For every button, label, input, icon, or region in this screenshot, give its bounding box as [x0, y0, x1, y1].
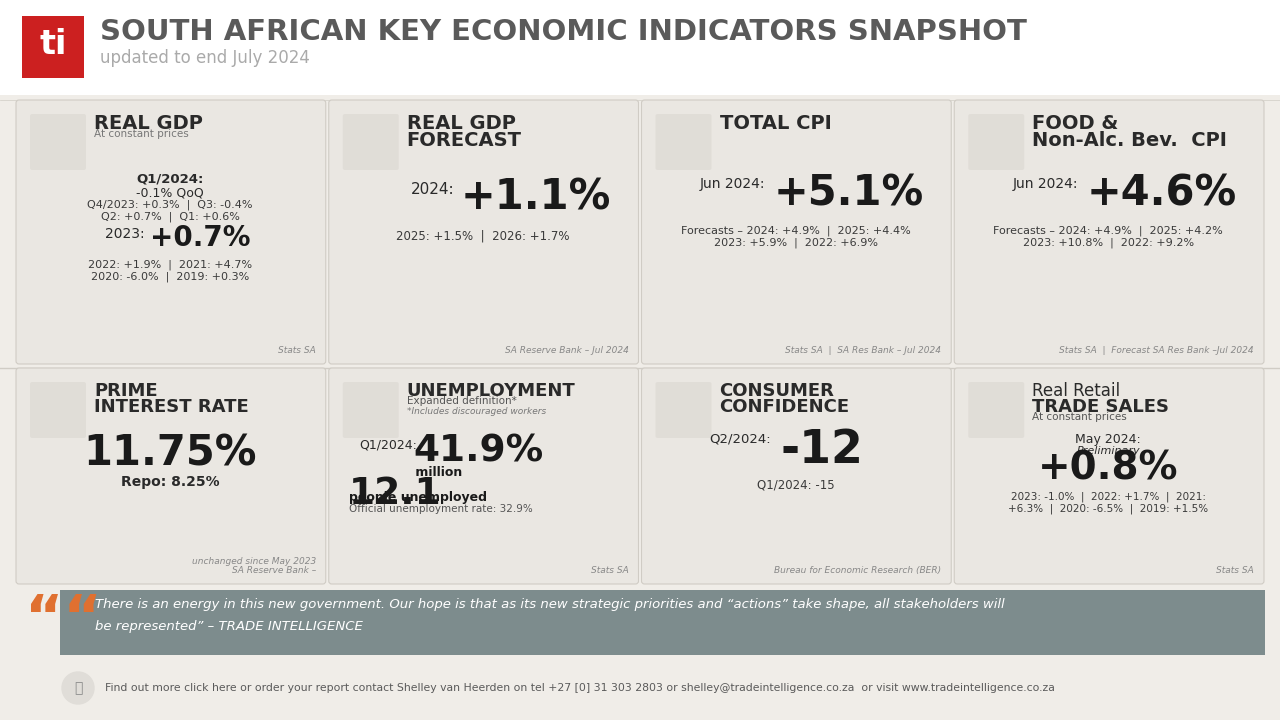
Text: FORECAST: FORECAST — [407, 131, 522, 150]
Text: 2023:: 2023: — [105, 227, 145, 241]
FancyBboxPatch shape — [329, 100, 639, 364]
Text: Forecasts – 2024: +4.9%  |  2025: +4.2%: Forecasts – 2024: +4.9% | 2025: +4.2% — [993, 225, 1224, 235]
FancyBboxPatch shape — [955, 368, 1265, 584]
Text: SA Reserve Bank – Jul 2024: SA Reserve Bank – Jul 2024 — [504, 346, 628, 355]
Text: Stats SA: Stats SA — [591, 566, 628, 575]
FancyBboxPatch shape — [655, 114, 712, 170]
Circle shape — [61, 672, 93, 704]
Text: Jun 2024:: Jun 2024: — [700, 177, 765, 191]
Text: +6.3%  |  2020: -6.5%  |  2019: +1.5%: +6.3% | 2020: -6.5% | 2019: +1.5% — [1009, 503, 1208, 513]
Text: 📞: 📞 — [74, 681, 82, 695]
FancyBboxPatch shape — [0, 0, 1280, 95]
Text: 2023: +5.9%  |  2022: +6.9%: 2023: +5.9% | 2022: +6.9% — [713, 237, 878, 248]
Text: Q4/2023: +0.3%  |  Q3: -0.4%: Q4/2023: +0.3% | Q3: -0.4% — [87, 199, 252, 210]
Text: REAL GDP: REAL GDP — [407, 114, 516, 133]
Text: SOUTH AFRICAN KEY ECONOMIC INDICATORS SNAPSHOT: SOUTH AFRICAN KEY ECONOMIC INDICATORS SN… — [100, 18, 1027, 46]
Text: +4.6%: +4.6% — [1087, 172, 1236, 214]
Text: Stats SA: Stats SA — [1216, 566, 1254, 575]
Text: 2023: -1.0%  |  2022: +1.7%  |  2021:: 2023: -1.0% | 2022: +1.7% | 2021: — [1011, 492, 1206, 503]
Text: Stats SA: Stats SA — [278, 346, 316, 355]
Text: ““: ““ — [26, 592, 101, 649]
Text: +0.8%: +0.8% — [1038, 449, 1179, 487]
Text: 2024:: 2024: — [411, 182, 454, 197]
Text: updated to end July 2024: updated to end July 2024 — [100, 49, 310, 67]
Text: CONFIDENCE: CONFIDENCE — [719, 398, 850, 416]
Text: Preliminary: Preliminary — [1076, 446, 1140, 456]
Text: SA Reserve Bank –: SA Reserve Bank – — [232, 566, 316, 575]
FancyBboxPatch shape — [343, 114, 399, 170]
Text: At constant prices: At constant prices — [93, 129, 188, 139]
FancyBboxPatch shape — [968, 114, 1024, 170]
Text: INTEREST RATE: INTEREST RATE — [93, 398, 248, 416]
Text: million: million — [411, 466, 462, 479]
Text: Official unemployment rate: 32.9%: Official unemployment rate: 32.9% — [348, 504, 532, 514]
Text: ti: ti — [40, 27, 67, 60]
Text: Q2: +0.7%  |  Q1: +0.6%: Q2: +0.7% | Q1: +0.6% — [101, 211, 239, 222]
FancyBboxPatch shape — [29, 114, 86, 170]
Text: Bureau for Economic Research (BER): Bureau for Economic Research (BER) — [774, 566, 941, 575]
Text: Q1/2024:: Q1/2024: — [358, 438, 416, 451]
Text: Stats SA  |  SA Res Bank – Jul 2024: Stats SA | SA Res Bank – Jul 2024 — [785, 346, 941, 355]
Text: 2020: -6.0%  |  2019: +0.3%: 2020: -6.0% | 2019: +0.3% — [91, 271, 250, 282]
FancyBboxPatch shape — [955, 100, 1265, 364]
Text: Forecasts – 2024: +4.9%  |  2025: +4.4%: Forecasts – 2024: +4.9% | 2025: +4.4% — [681, 225, 910, 235]
Text: Q2/2024:: Q2/2024: — [709, 433, 771, 446]
Text: Expanded definition*: Expanded definition* — [407, 396, 517, 406]
Text: FOOD &: FOOD & — [1032, 114, 1119, 133]
Text: CONSUMER: CONSUMER — [719, 382, 835, 400]
FancyBboxPatch shape — [29, 382, 86, 438]
Text: There is an energy in this new government. Our hope is that as its new strategic: There is an energy in this new governmen… — [95, 598, 1005, 611]
Text: At constant prices: At constant prices — [1032, 412, 1126, 422]
FancyBboxPatch shape — [329, 368, 639, 584]
FancyBboxPatch shape — [968, 382, 1024, 438]
FancyBboxPatch shape — [15, 368, 325, 584]
Text: -12: -12 — [781, 428, 864, 473]
Text: Find out more click here or order your report contact Shelley van Heerden on tel: Find out more click here or order your r… — [105, 683, 1055, 693]
FancyBboxPatch shape — [641, 100, 951, 364]
Text: TOTAL CPI: TOTAL CPI — [719, 114, 831, 133]
Text: Jun 2024:: Jun 2024: — [1012, 177, 1078, 191]
FancyBboxPatch shape — [22, 16, 84, 78]
Text: Repo: 8.25%: Repo: 8.25% — [120, 475, 219, 489]
Text: +5.1%: +5.1% — [773, 172, 924, 214]
Text: 12.1: 12.1 — [348, 476, 442, 512]
Text: May 2024:: May 2024: — [1075, 433, 1142, 446]
Text: +1.1%: +1.1% — [461, 177, 611, 219]
Text: Real Retail: Real Retail — [1032, 382, 1120, 400]
FancyBboxPatch shape — [60, 590, 1265, 655]
Text: REAL GDP: REAL GDP — [93, 114, 202, 133]
FancyBboxPatch shape — [641, 368, 951, 584]
FancyBboxPatch shape — [343, 382, 399, 438]
Text: *Includes discouraged workers: *Includes discouraged workers — [407, 407, 547, 416]
Text: be represented” – TRADE INTELLIGENCE: be represented” – TRADE INTELLIGENCE — [95, 620, 362, 633]
FancyBboxPatch shape — [15, 100, 325, 364]
Text: 11.75%: 11.75% — [83, 433, 257, 475]
Text: 2023: +10.8%  |  2022: +9.2%: 2023: +10.8% | 2022: +9.2% — [1023, 237, 1194, 248]
Text: people unemployed: people unemployed — [348, 491, 486, 504]
Text: 2022: +1.9%  |  2021: +4.7%: 2022: +1.9% | 2021: +4.7% — [88, 259, 252, 269]
Text: Stats SA  |  Forecast SA Res Bank –Jul 2024: Stats SA | Forecast SA Res Bank –Jul 202… — [1060, 346, 1254, 355]
Text: Q1/2024:: Q1/2024: — [136, 172, 204, 185]
FancyBboxPatch shape — [655, 382, 712, 438]
Text: +0.7%: +0.7% — [150, 224, 251, 252]
Text: -0.1% QoQ: -0.1% QoQ — [136, 186, 204, 199]
Text: unchanged since May 2023: unchanged since May 2023 — [192, 557, 316, 566]
Text: 2025: +1.5%  |  2026: +1.7%: 2025: +1.5% | 2026: +1.7% — [396, 230, 570, 243]
Text: Non-Alc. Bev.  CPI: Non-Alc. Bev. CPI — [1032, 131, 1228, 150]
Text: TRADE SALES: TRADE SALES — [1032, 398, 1169, 416]
Text: UNEMPLOYMENT: UNEMPLOYMENT — [407, 382, 576, 400]
Text: 41.9%: 41.9% — [413, 434, 544, 470]
Text: PRIME: PRIME — [93, 382, 157, 400]
Text: Q1/2024: -15: Q1/2024: -15 — [756, 479, 835, 492]
